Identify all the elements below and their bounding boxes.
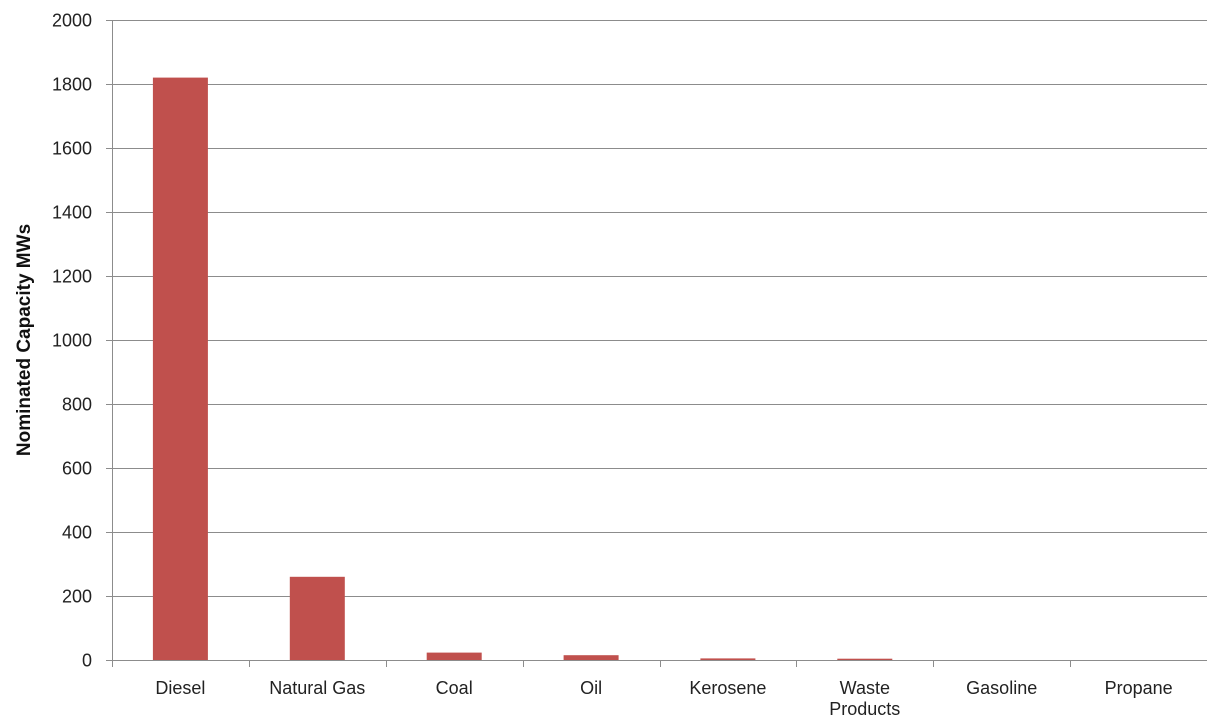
y-tick-label: 1200	[52, 267, 92, 287]
y-tick-label: 1000	[52, 331, 92, 351]
y-tick-label: 1600	[52, 139, 92, 159]
y-tick-label: 2000	[52, 11, 92, 31]
x-tick-label: Propane	[1105, 678, 1173, 698]
x-tick-label: Waste Products	[829, 678, 900, 719]
y-tick-label: 800	[62, 395, 92, 415]
y-tick-labels: 0 200 400 600 800 1000 1200 1400 1600 1800 2000	[52, 11, 92, 671]
x-tick-label: Oil	[580, 678, 602, 698]
y-tick-label: 400	[62, 523, 92, 543]
y-axis-title: Nominated Capacity MWs	[14, 224, 35, 456]
bars	[152, 77, 893, 661]
y-tick-label: 0	[82, 651, 92, 671]
x-tick-label: Gasoline	[966, 678, 1037, 698]
x-tick-label: Natural Gas	[269, 678, 365, 698]
x-tick-label: Diesel	[155, 678, 205, 698]
bar-diesel	[152, 77, 208, 661]
bar-waste-products	[837, 658, 893, 660]
bar-coal	[426, 652, 482, 660]
axes	[106, 20, 1207, 667]
x-tick-label: Coal	[436, 678, 473, 698]
x-tick-labels: Diesel Natural Gas Coal Oil Kerosene Waste Pro…	[155, 678, 1172, 719]
x-tick-label: Kerosene	[689, 678, 766, 698]
y-tick-label: 1800	[52, 75, 92, 95]
y-tick-label: 200	[62, 587, 92, 607]
bar-kerosene	[700, 658, 756, 660]
bar-oil	[563, 655, 619, 660]
gridlines	[112, 20, 1207, 597]
bar-natural-gas	[289, 576, 345, 660]
y-tick-label: 1400	[52, 203, 92, 223]
y-tick-label: 600	[62, 459, 92, 479]
